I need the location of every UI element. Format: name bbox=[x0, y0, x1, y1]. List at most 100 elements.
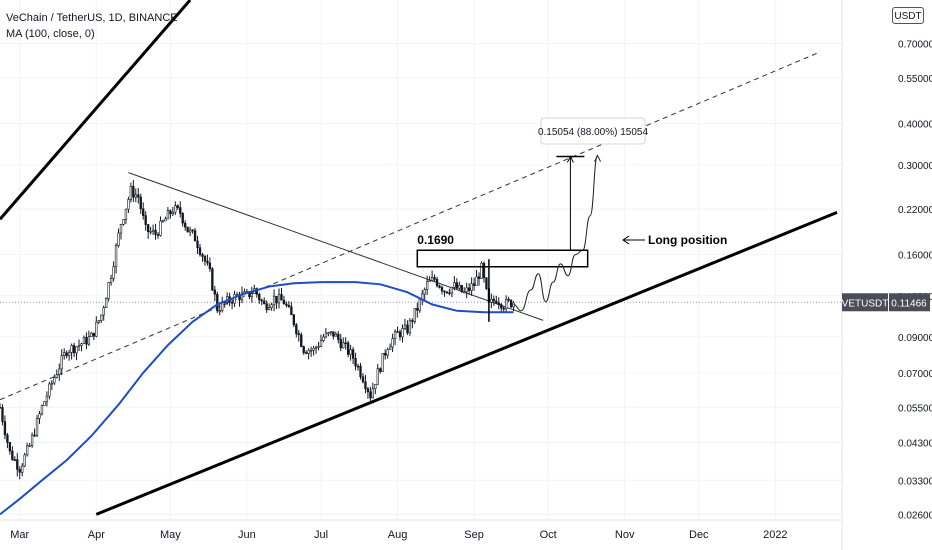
candle bbox=[440, 285, 444, 295]
candle-body bbox=[418, 298, 421, 311]
candle bbox=[211, 267, 214, 291]
candle-body bbox=[129, 185, 133, 200]
candle-body bbox=[339, 339, 342, 349]
candle bbox=[416, 302, 419, 318]
candle-body bbox=[198, 247, 202, 255]
candle bbox=[1, 404, 4, 426]
x-tick-label: 2022 bbox=[763, 529, 787, 541]
candle-body bbox=[18, 469, 21, 473]
candle-body bbox=[28, 445, 31, 447]
candle bbox=[112, 261, 115, 282]
candle-body bbox=[475, 276, 478, 286]
y-tick-label: 0.07000 bbox=[898, 369, 932, 380]
candle-body bbox=[149, 231, 152, 233]
candle-body bbox=[379, 368, 382, 372]
candle-body bbox=[443, 290, 446, 293]
candle bbox=[495, 295, 498, 305]
candle-body bbox=[164, 218, 167, 222]
candle bbox=[426, 275, 429, 296]
x-tick-label: Aug bbox=[388, 529, 408, 541]
candle-body bbox=[90, 332, 93, 338]
candle bbox=[50, 379, 54, 391]
candle-body bbox=[70, 345, 73, 353]
candle-body bbox=[344, 342, 347, 345]
candle bbox=[312, 345, 315, 356]
candle bbox=[8, 441, 12, 455]
candle bbox=[319, 334, 323, 348]
candle-body bbox=[216, 293, 219, 312]
candle-body bbox=[174, 205, 177, 213]
candle bbox=[21, 462, 24, 477]
candle-body bbox=[361, 376, 365, 383]
candle bbox=[505, 295, 508, 313]
candle bbox=[171, 207, 175, 216]
candle bbox=[401, 324, 404, 343]
candle bbox=[267, 303, 271, 311]
candle-body bbox=[287, 305, 291, 308]
symbol-title[interactable]: VeChain / TetherUS, 1D, BINANCE bbox=[6, 12, 178, 24]
candle bbox=[349, 344, 352, 361]
candle bbox=[265, 300, 268, 313]
candle bbox=[124, 208, 128, 224]
candle bbox=[359, 362, 362, 380]
candle bbox=[421, 290, 424, 306]
candle-body bbox=[100, 314, 103, 321]
candle-body bbox=[485, 277, 488, 289]
candle-body bbox=[188, 229, 192, 233]
candle bbox=[3, 415, 7, 440]
candle-body bbox=[401, 328, 404, 338]
candle-body bbox=[463, 291, 466, 294]
candle bbox=[119, 223, 123, 240]
candle-body bbox=[72, 345, 76, 354]
candle-body bbox=[109, 277, 113, 283]
y-tick-label: 0.02600 bbox=[898, 510, 932, 521]
candle bbox=[221, 296, 224, 313]
candles bbox=[0, 179, 515, 480]
candle bbox=[40, 404, 44, 416]
candle bbox=[450, 286, 454, 298]
candle bbox=[114, 243, 118, 274]
candle bbox=[23, 452, 26, 468]
candle-body bbox=[327, 332, 330, 335]
y-tick-label: 0.55000 bbox=[898, 74, 932, 85]
candle bbox=[188, 226, 192, 237]
candle bbox=[169, 209, 172, 219]
candle-body bbox=[238, 294, 241, 301]
x-tick-label: Dec bbox=[689, 529, 709, 541]
candle-body bbox=[445, 291, 449, 294]
candle-body bbox=[435, 278, 439, 287]
candle-body bbox=[127, 199, 130, 210]
candle-body bbox=[492, 298, 496, 302]
candle-body bbox=[184, 222, 187, 228]
candle bbox=[159, 216, 162, 237]
candle bbox=[238, 291, 241, 307]
candle-body bbox=[6, 434, 9, 443]
candle bbox=[250, 286, 254, 303]
candle-body bbox=[265, 303, 268, 310]
candle bbox=[448, 288, 451, 296]
currency-badge[interactable]: USDT bbox=[892, 7, 924, 24]
candle-body bbox=[349, 349, 352, 355]
candle bbox=[30, 432, 34, 448]
candle-body bbox=[161, 220, 165, 223]
candle-body bbox=[497, 302, 500, 305]
candle bbox=[477, 272, 481, 286]
candle-body bbox=[171, 211, 175, 215]
resistance-label: 0.1690 bbox=[417, 233, 454, 247]
long-position-arrowhead bbox=[622, 235, 630, 245]
candle bbox=[376, 364, 379, 385]
x-tick-label: Jun bbox=[238, 529, 256, 541]
candle-body bbox=[384, 353, 387, 356]
candle-body bbox=[156, 234, 160, 236]
candle bbox=[342, 337, 345, 349]
indicator-label[interactable]: MA (100, close, 0) bbox=[6, 28, 95, 40]
candle-body bbox=[1, 407, 4, 422]
candle bbox=[438, 284, 441, 289]
candle bbox=[339, 333, 342, 351]
midline-line bbox=[0, 51, 820, 401]
candle bbox=[396, 326, 399, 333]
candle-body bbox=[376, 368, 379, 385]
candle-body bbox=[80, 343, 83, 346]
